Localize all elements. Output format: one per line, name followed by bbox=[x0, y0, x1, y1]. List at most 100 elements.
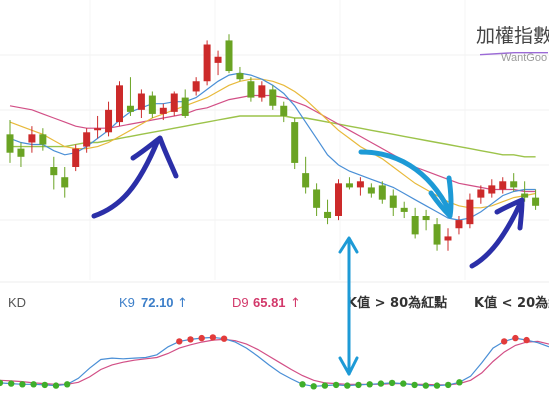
candle-up bbox=[488, 185, 496, 194]
oversold-dot bbox=[433, 382, 441, 389]
oversold-dot bbox=[299, 381, 306, 388]
overbought-dot bbox=[176, 338, 183, 345]
overbought-dot bbox=[198, 334, 205, 342]
cyan-down-arrow-shaft bbox=[358, 149, 453, 215]
candle-down bbox=[6, 134, 14, 153]
overbought-dot bbox=[220, 335, 228, 342]
candle-down bbox=[378, 185, 386, 200]
candle-down bbox=[411, 216, 419, 235]
k9-line bbox=[0, 336, 549, 387]
candle-up bbox=[455, 220, 463, 229]
candle-down bbox=[521, 193, 529, 198]
candle-down bbox=[148, 95, 156, 114]
candle-up bbox=[356, 181, 364, 188]
candle-down bbox=[225, 40, 233, 72]
oversold-dot bbox=[366, 381, 373, 388]
candle-down bbox=[433, 224, 441, 245]
overbought-dot bbox=[512, 334, 519, 342]
oversold-dot bbox=[422, 382, 429, 389]
candle-up bbox=[72, 148, 80, 167]
candle-down bbox=[247, 81, 255, 98]
cyan-up-arrowhead bbox=[338, 236, 359, 254]
oversold-dot bbox=[41, 381, 48, 389]
candle-up bbox=[214, 56, 222, 63]
k9-value: 72.10 bbox=[141, 295, 174, 310]
ma-mid-line bbox=[9, 78, 536, 209]
k9-label: K9 bbox=[119, 295, 135, 310]
d9-value: 65.81 bbox=[253, 295, 286, 310]
kd-lines bbox=[0, 336, 549, 387]
oversold-dot bbox=[355, 381, 362, 389]
candle-up bbox=[170, 93, 178, 112]
d9-label: D9 bbox=[232, 295, 249, 310]
overbought-note: K值 > 80為紅點 bbox=[347, 295, 447, 311]
candlesticks bbox=[6, 34, 540, 251]
candle-up bbox=[466, 199, 474, 225]
candle-up bbox=[94, 128, 102, 131]
candle-up bbox=[116, 85, 123, 123]
overbought-dot bbox=[187, 336, 194, 343]
candle-up bbox=[258, 85, 266, 98]
oversold-dot bbox=[332, 381, 340, 389]
kd-threshold-dots bbox=[0, 334, 530, 390]
candle-down bbox=[291, 122, 299, 163]
candle-up bbox=[477, 189, 485, 198]
candle-down bbox=[422, 216, 430, 221]
candle-up bbox=[203, 44, 211, 82]
oversold-dot bbox=[411, 381, 418, 389]
oversold-dot bbox=[344, 382, 351, 389]
oversold-dot bbox=[321, 382, 329, 389]
candle-down bbox=[324, 211, 332, 219]
overbought-dot bbox=[501, 338, 508, 345]
cyan-down-arrowhead bbox=[338, 356, 359, 376]
cyan-down-arrow-head bbox=[428, 175, 454, 219]
candle-down bbox=[181, 97, 189, 116]
oversold-dot bbox=[456, 379, 463, 386]
candle-down bbox=[126, 105, 134, 112]
brand-label: WantGoo bbox=[501, 52, 547, 64]
candle-down bbox=[510, 181, 518, 188]
oversold-dot bbox=[52, 382, 60, 389]
d9-arrow-icon: ↑ bbox=[290, 296, 301, 311]
candle-up bbox=[83, 132, 91, 147]
candle-down bbox=[532, 197, 540, 206]
candle-down bbox=[17, 148, 25, 157]
candle-down bbox=[50, 167, 58, 176]
candle-up bbox=[105, 109, 113, 133]
oversold-dot bbox=[388, 379, 396, 387]
oversold-note: K值 < 20為綠 bbox=[474, 295, 549, 311]
right-up-arrow-shaft bbox=[469, 201, 523, 269]
candle-down bbox=[39, 134, 47, 145]
candle-down bbox=[389, 195, 397, 208]
candle-up bbox=[499, 181, 507, 190]
price-grid bbox=[0, 0, 549, 280]
candle-down bbox=[400, 207, 408, 212]
candle-up bbox=[335, 183, 342, 216]
left-up-arrow-head bbox=[130, 135, 179, 179]
overbought-dot bbox=[523, 336, 530, 344]
ma-long-line bbox=[10, 115, 536, 158]
oversold-dot bbox=[310, 383, 317, 390]
kd-panel-label: KD bbox=[8, 295, 26, 310]
oversold-dot bbox=[8, 380, 15, 387]
oversold-dot bbox=[400, 380, 407, 387]
right-up-arrow-head bbox=[494, 197, 525, 231]
oversold-dot bbox=[19, 381, 26, 388]
candle-down bbox=[269, 89, 277, 106]
oversold-dot bbox=[63, 381, 71, 388]
right-trendline bbox=[479, 52, 548, 56]
candle-up bbox=[192, 81, 200, 92]
page-title: 加權指數 bbox=[476, 25, 549, 47]
candle-up bbox=[137, 93, 145, 110]
candle-up bbox=[444, 236, 452, 241]
moving-average-lines bbox=[9, 52, 548, 221]
candle-down bbox=[280, 105, 288, 116]
k9-arrow-icon: ↑ bbox=[177, 296, 188, 311]
candle-up bbox=[159, 107, 167, 114]
candle-down bbox=[61, 177, 69, 188]
oversold-dot bbox=[377, 380, 385, 387]
hand-drawn-annotations bbox=[91, 135, 525, 376]
left-up-arrow-shaft bbox=[91, 137, 161, 219]
